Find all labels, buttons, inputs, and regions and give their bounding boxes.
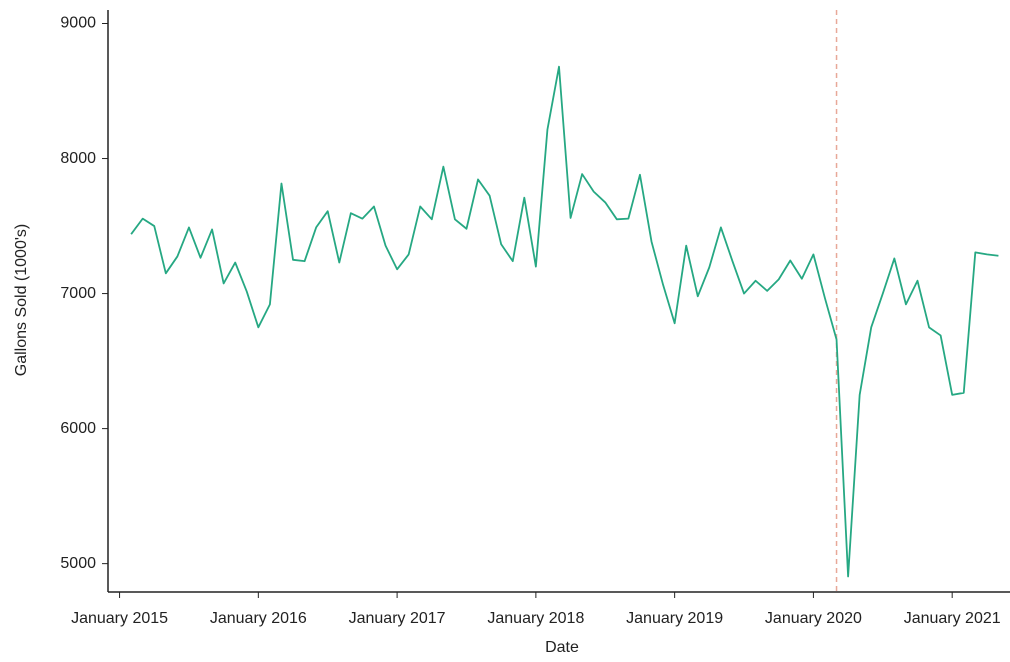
x-tick-label: January 2019 [626, 610, 723, 627]
x-tick-label: January 2018 [487, 610, 584, 627]
y-tick-label: 6000 [60, 420, 96, 437]
x-tick-label: January 2021 [904, 610, 1001, 627]
y-tick-label: 5000 [60, 555, 96, 572]
y-axis-label: Gallons Sold (1000's) [13, 224, 30, 376]
x-tick-label: January 2016 [210, 610, 307, 627]
x-tick-label: January 2017 [349, 610, 446, 627]
x-axis-label: Date [545, 639, 579, 656]
data-line [130, 65, 999, 578]
x-tick-label: January 2020 [765, 610, 862, 627]
y-tick-label: 8000 [60, 150, 96, 167]
y-tick-label: 7000 [60, 285, 96, 302]
y-tick-label: 9000 [60, 15, 96, 32]
x-tick-label: January 2015 [71, 610, 168, 627]
